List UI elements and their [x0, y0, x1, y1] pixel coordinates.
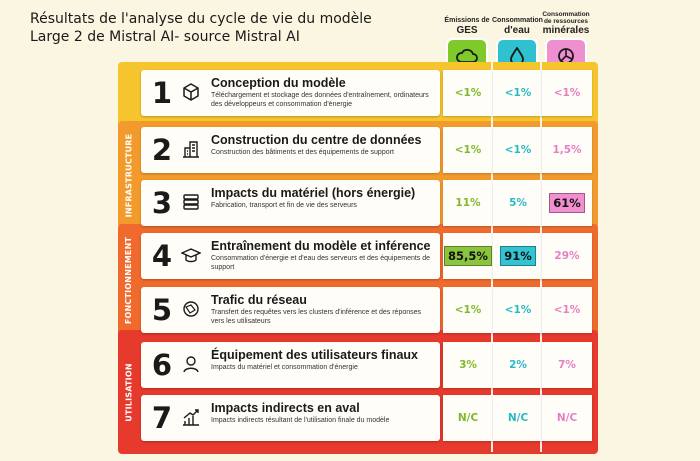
cell-eau-row-4: 91%	[493, 233, 543, 279]
band-label-infrastructure: INFRASTRUCTURE	[124, 133, 134, 217]
row-description: Impacts du matériel et consommation d'én…	[211, 364, 358, 371]
row-description: Construction des bâtiments et des équipe…	[211, 149, 394, 156]
cell-min-row-4: 29%	[542, 233, 592, 279]
column-eau-label-small: Consommation	[492, 17, 543, 24]
lifecycle-row-6: 6 Équipement des utilisateurs finaux Imp…	[141, 342, 440, 388]
building-icon	[181, 139, 201, 159]
title-line-2: Large 2 de Mistral AI- source Mistral AI	[30, 29, 300, 45]
row-title: Conception du modèle	[211, 76, 346, 90]
cell-eau-row-1: <1%	[493, 70, 543, 116]
lifecycle-row-5: 5 Trafic du réseau Transfert des requête…	[141, 287, 440, 333]
row-number: 3	[151, 186, 173, 220]
lifecycle-row-4: 4 Entraînement du modèle et inférence Co…	[141, 233, 440, 279]
row-title: Équipement des utilisateurs finaux	[211, 348, 418, 362]
graduation-cap-icon	[180, 245, 202, 265]
row-number: 4	[151, 239, 173, 273]
row-title: Construction du centre de données	[211, 133, 422, 147]
cell-eau-row-5: <1%	[493, 287, 543, 333]
cell-min-row-7: N/C	[542, 395, 592, 441]
cell-ges-row-4: 85,5%	[443, 233, 493, 279]
cell-ges-row-6: 3%	[443, 342, 493, 388]
cube-icon	[181, 82, 201, 102]
cell-ges-row-2: <1%	[443, 127, 493, 173]
cell-ges-row-7: N/C	[443, 395, 493, 441]
column-ges-label-small: Émissions de	[444, 17, 490, 24]
cell-eau-row-7: N/C	[493, 395, 543, 441]
row-title: Impacts du matériel (hors énergie)	[211, 186, 416, 200]
row-description: Transfert des requêtes vers les clusters…	[211, 309, 422, 325]
title-line-1: Résultats de l'analyse du cycle de vie d…	[30, 11, 372, 27]
chart-title: Résultats de l'analyse du cycle de vie d…	[30, 10, 410, 46]
row-description: Fabrication, transport et fin de vie des…	[211, 202, 357, 209]
row-description: Consommation d'énergie et d'eau des serv…	[211, 255, 431, 271]
row-number: 5	[151, 293, 173, 327]
cell-min-row-3: 61%	[542, 180, 592, 226]
cell-min-row-6: 7%	[542, 342, 592, 388]
user-icon	[181, 354, 201, 374]
row-description: Téléchargement et stockage des données d…	[211, 92, 429, 108]
column-eau-label: d'eau	[504, 25, 530, 36]
cell-eau-row-3: 5%	[493, 180, 543, 226]
cell-min-row-2: 1,5%	[542, 127, 592, 173]
column-min-label-small: Consommation de ressources	[542, 11, 590, 25]
band-label-utilisation: UTILISATION	[124, 362, 134, 422]
cell-ges-row-1: <1%	[443, 70, 493, 116]
column-ges-label: GES	[456, 25, 478, 36]
cell-ges-row-5: <1%	[443, 287, 493, 333]
row-number: 7	[151, 401, 173, 435]
column-min-label: minérales	[542, 25, 590, 36]
row-title: Impacts indirects en aval	[211, 401, 360, 415]
row-description: Impacts indirects résultant de l'utilisa…	[211, 417, 390, 424]
cell-min-row-5: <1%	[542, 287, 592, 333]
cell-eau-row-6: 2%	[493, 342, 543, 388]
lifecycle-row-7: 7 Impacts indirects en aval Impacts indi…	[141, 395, 440, 441]
server-icon	[181, 192, 201, 212]
row-number: 1	[151, 76, 173, 110]
lifecycle-row-2: 2 Construction du centre de données Cons…	[141, 127, 440, 173]
cell-eau-row-2: <1%	[493, 127, 543, 173]
band-label-fonctionnement: FONCTIONNEMENT	[124, 236, 134, 324]
lifecycle-row-3: 3 Impacts du matériel (hors énergie) Fab…	[141, 180, 440, 226]
cell-ges-row-3: 11%	[443, 180, 493, 226]
row-title: Entraînement du modèle et inférence	[211, 239, 431, 253]
row-number: 2	[151, 133, 173, 167]
row-title: Trafic du réseau	[211, 293, 307, 307]
lifecycle-row-1: 1 Conception du modèle Téléchargement et…	[141, 70, 440, 116]
chart-arrow-icon	[181, 407, 201, 427]
network-icon	[181, 299, 201, 319]
row-number: 6	[151, 348, 173, 382]
cell-min-row-1: <1%	[542, 70, 592, 116]
